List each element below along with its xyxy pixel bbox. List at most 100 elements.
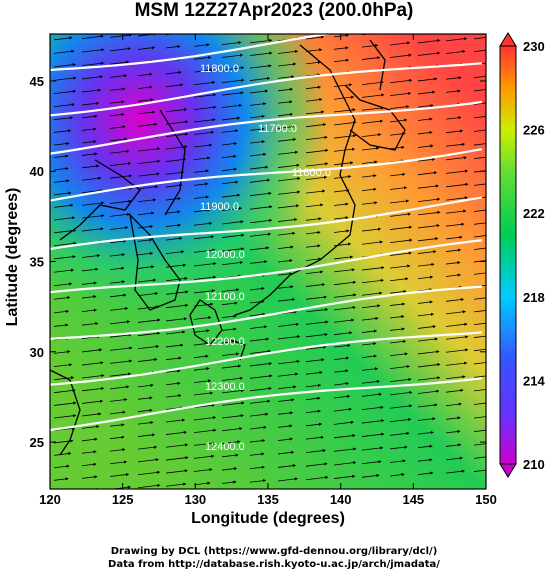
height-contour-icon — [50, 34, 334, 72]
wind-arrow-icon — [81, 386, 105, 392]
wind-arrow-icon — [165, 369, 181, 373]
wind-arrow-icon — [417, 444, 433, 449]
wind-arrow-icon — [445, 375, 466, 380]
wind-arrow-icon — [417, 350, 440, 355]
colorbar-tick-label: 226 — [523, 123, 545, 138]
y-tick-label: 25 — [30, 435, 44, 450]
wind-arrow-icon — [221, 389, 245, 394]
wind-arrow-icon — [474, 24, 493, 26]
wind-arrow-icon — [361, 342, 377, 346]
wind-arrow-icon — [249, 51, 273, 56]
wind-arrow-icon — [445, 37, 468, 42]
wind-arrow-icon — [193, 93, 217, 98]
wind-arrow-icon — [305, 217, 322, 221]
wind-arrow-icon — [193, 248, 216, 253]
wind-arrow-icon — [277, 245, 294, 250]
height-contour-icon — [50, 239, 483, 294]
wind-arrow-icon — [109, 212, 131, 217]
wind-arrow-icon — [445, 297, 465, 302]
wind-arrow-icon — [53, 414, 77, 419]
wind-arrow-icon — [361, 240, 383, 245]
wind-arrow-icon — [305, 283, 326, 287]
wind-arrow-icon — [165, 197, 182, 201]
wind-arrow-icon — [445, 469, 465, 474]
wind-arrow-icon — [249, 362, 273, 367]
wind-arrow-icon — [445, 402, 462, 407]
wind-arrow-icon — [362, 21, 376, 23]
x-tick-label: 140 — [330, 492, 352, 507]
wind-arrow-icon — [249, 337, 270, 342]
wind-arrow-icon — [361, 367, 379, 371]
wind-arrow-icon — [249, 286, 265, 291]
wind-arrow-icon — [249, 165, 269, 170]
wind-arrow-icon — [417, 403, 438, 408]
wind-arrow-icon — [109, 398, 128, 402]
wind-arrow-icon — [165, 157, 187, 162]
wind-arrow-icon — [305, 370, 323, 375]
wind-arrow-icon — [109, 435, 125, 440]
wind-arrow-icon — [277, 322, 299, 327]
wind-arrow-icon — [305, 244, 321, 248]
x-tick-label: 120 — [39, 492, 61, 507]
colorbar-max-arrow — [499, 32, 517, 47]
wind-arrow-icon — [473, 443, 486, 446]
wind-arrow-icon — [389, 339, 407, 344]
wind-arrow-icon — [249, 191, 272, 197]
wind-arrow-icon — [137, 185, 159, 190]
wind-arrow-icon — [390, 30, 408, 32]
wind-arrow-icon — [193, 468, 213, 472]
wind-arrow-icon — [221, 314, 237, 319]
wind-arrow-icon — [305, 162, 329, 167]
wind-arrow-icon — [137, 251, 154, 256]
wind-arrow-icon — [137, 331, 161, 337]
wind-arrow-icon — [361, 278, 384, 284]
colorbar-tick-label: 222 — [523, 206, 545, 221]
y-tick-label: 45 — [30, 74, 44, 89]
wind-arrow-icon — [277, 49, 299, 54]
wind-arrow-icon — [137, 408, 153, 413]
height-contour-icon — [50, 62, 483, 117]
colorbar-tick-label: 210 — [523, 457, 545, 472]
wind-arrow-icon — [389, 404, 413, 409]
wind-arrow-icon — [193, 275, 217, 280]
wind-arrow-icon — [53, 464, 70, 469]
wind-arrow-icon — [277, 150, 299, 155]
wind-arrow-icon — [445, 310, 466, 315]
wind-arrow-icon — [305, 409, 321, 414]
wind-arrow-icon — [417, 275, 434, 280]
y-tick-label: 35 — [30, 255, 44, 270]
wind-arrow-icon — [165, 430, 187, 435]
wind-arrow-icon — [333, 46, 349, 50]
wind-arrow-icon — [389, 327, 405, 331]
wind-arrow-icon — [389, 91, 412, 97]
wind-arrow-icon — [193, 118, 216, 123]
wind-arrow-icon — [193, 56, 212, 60]
wind-arrow-icon — [389, 473, 405, 477]
wind-arrow-icon — [361, 392, 382, 397]
contour-label: 11800.0 — [200, 63, 239, 75]
wind-arrow-icon — [109, 472, 130, 477]
wind-arrow-icon — [249, 425, 267, 430]
wind-arrow-icon — [305, 175, 328, 180]
wind-arrow-icon — [249, 127, 265, 131]
wind-arrow-icon — [417, 337, 438, 342]
wind-arrow-icon — [445, 196, 468, 201]
wind-arrow-icon — [417, 117, 433, 121]
wind-arrow-icon — [221, 233, 245, 238]
wind-arrow-icon — [221, 180, 239, 185]
wind-arrow-icon — [473, 362, 486, 365]
wind-arrow-icon — [445, 248, 462, 252]
wind-arrow-icon — [193, 428, 217, 433]
contour-labels: 11800.0 11700.0 11800.0 11900.0 12000.0 12100… — [200, 63, 331, 453]
wind-arrow-icon — [277, 259, 293, 263]
wind-arrow-icon — [165, 44, 181, 49]
wind-arrow-icon — [137, 344, 160, 350]
wind-arrow-icon — [109, 293, 127, 298]
wind-arrow-icon — [473, 102, 486, 105]
wind-arrow-icon — [221, 167, 238, 172]
wind-arrow-icon — [221, 206, 243, 211]
wind-arrow-icon — [305, 135, 328, 141]
wind-arrow-icon — [361, 43, 379, 48]
wind-arrow-icon — [473, 375, 486, 378]
wind-arrow-icon — [109, 149, 130, 154]
